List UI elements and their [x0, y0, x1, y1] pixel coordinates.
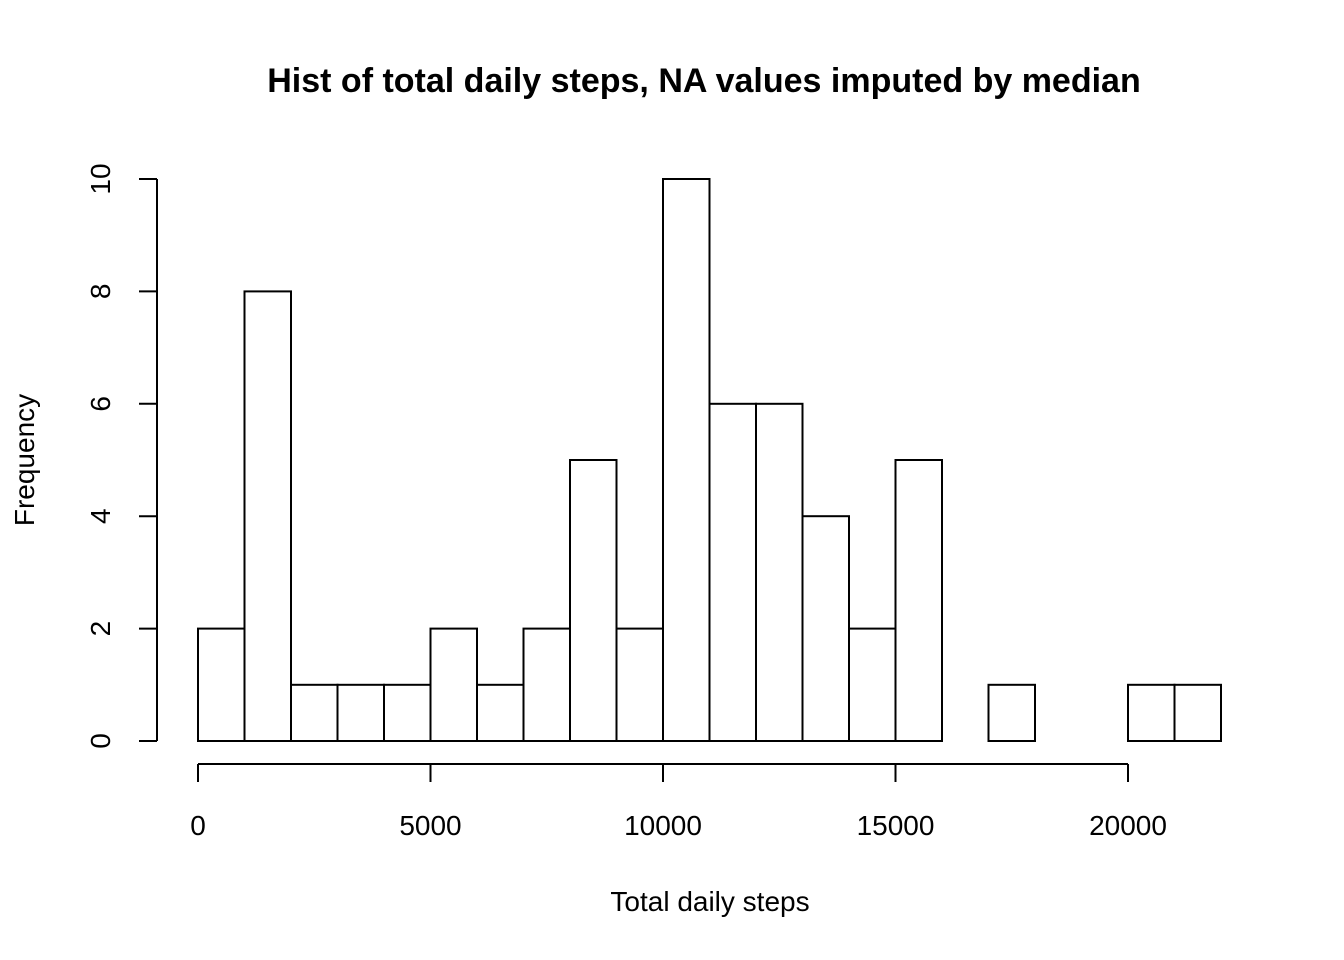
- histogram-bar: [1173, 683, 1222, 742]
- y-tick-label: 6: [85, 396, 116, 412]
- histogram-bar: [755, 402, 804, 742]
- histogram-bar: [848, 627, 897, 742]
- y-axis-label: Frequency: [9, 394, 40, 526]
- histogram-bar: [383, 683, 432, 742]
- histogram-bar: [615, 627, 664, 742]
- x-axis: 0 5000 10000 15000 20000: [190, 763, 1167, 841]
- y-tick-label: 10: [85, 163, 116, 194]
- histogram-bar: [894, 459, 943, 742]
- histogram-bar: [522, 627, 571, 742]
- y-tick-label: 0: [85, 733, 116, 749]
- x-tick-label: 15000: [857, 810, 935, 841]
- x-tick-label: 10000: [624, 810, 702, 841]
- histogram-bar: [662, 178, 711, 742]
- histogram-bar: [290, 683, 339, 742]
- histogram-bar: [476, 683, 525, 742]
- histogram-bar: [801, 515, 850, 743]
- histogram-bar: [1127, 683, 1176, 742]
- histogram-bar: [708, 402, 757, 742]
- chart-title: Hist of total daily steps, NA values imp…: [267, 62, 1140, 100]
- histogram-bar: [243, 290, 292, 742]
- histogram-bar: [987, 683, 1036, 742]
- x-tick-label: 20000: [1089, 810, 1167, 841]
- y-axis: 0 2 4 6 8 10: [85, 163, 158, 749]
- y-tick-label: 8: [85, 284, 116, 300]
- y-tick-label: 4: [85, 508, 116, 524]
- x-axis-label: Total daily steps: [610, 886, 809, 917]
- histogram-bar: [336, 683, 385, 742]
- x-tick-label: 5000: [399, 810, 461, 841]
- histogram-bar: [569, 459, 618, 742]
- x-tick-label: 0: [190, 810, 206, 841]
- histogram-bars: [197, 178, 1222, 743]
- histogram-bar: [429, 627, 478, 742]
- y-tick-label: 2: [85, 621, 116, 637]
- histogram-bar: [197, 627, 246, 742]
